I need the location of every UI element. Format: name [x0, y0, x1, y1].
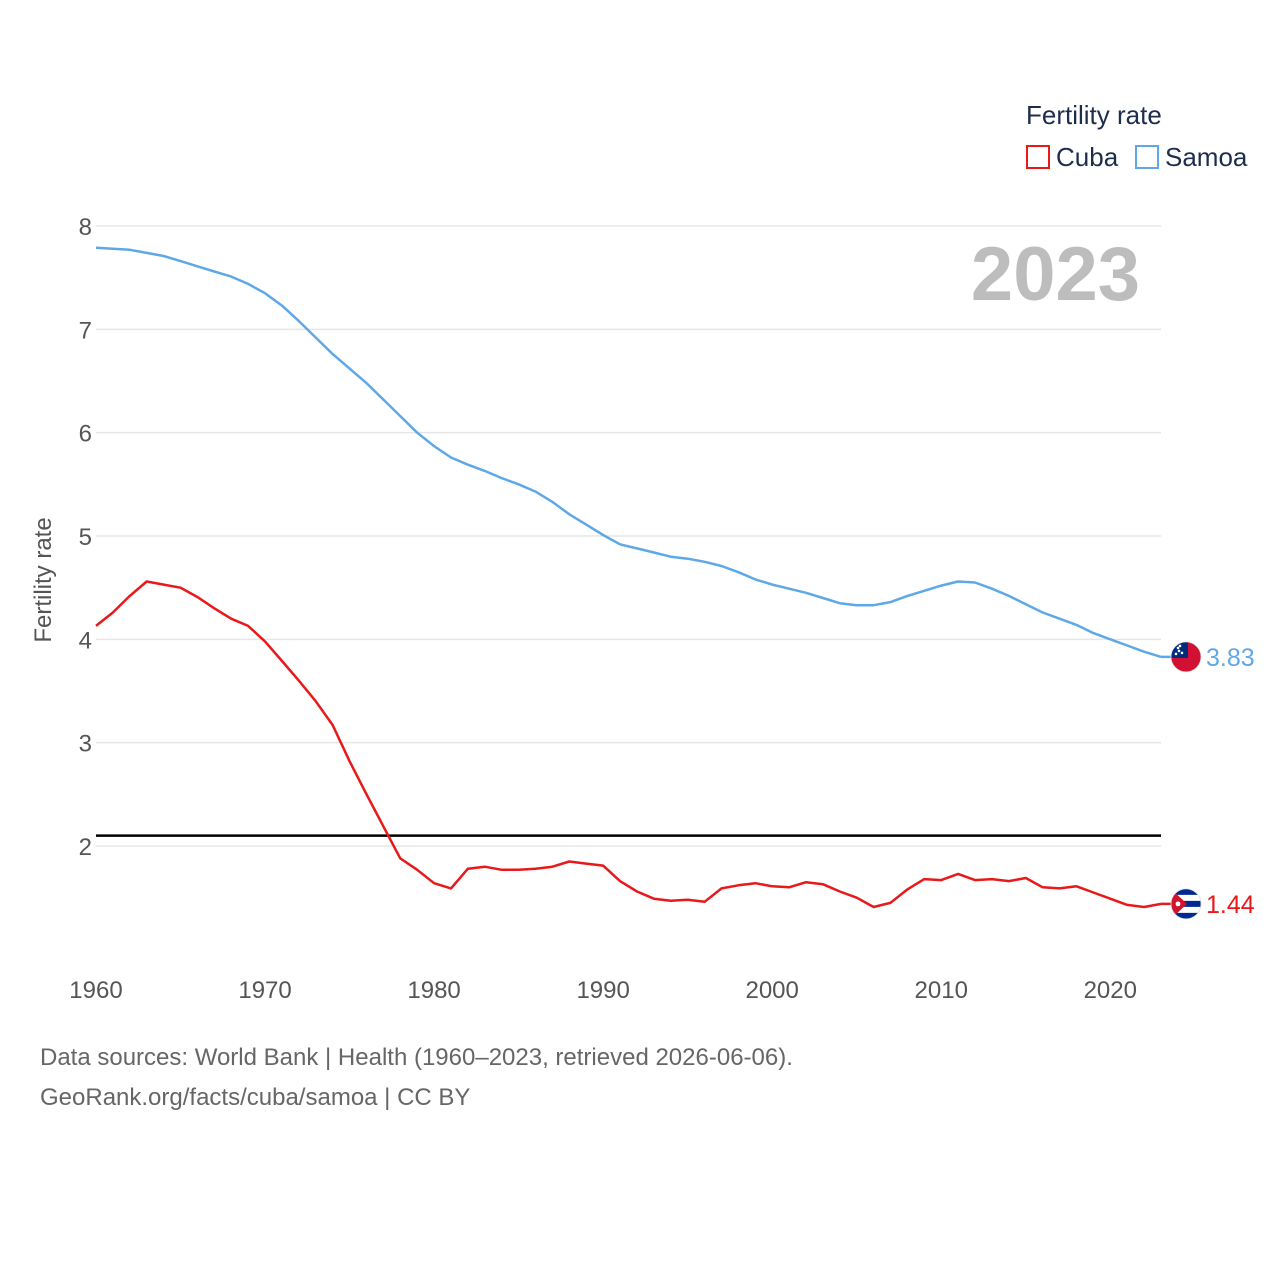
legend: Fertility rate Cuba Samoa: [1026, 100, 1248, 172]
x-tick-1990: 1990: [576, 977, 629, 1004]
x-tick-2000: 2000: [745, 977, 798, 1004]
footer-attribution: GeoRank.org/facts/cuba/samoa | CC BY: [40, 1084, 471, 1111]
x-tick-2020: 2020: [1084, 977, 1137, 1004]
end-markers: 1.44 3.83: [1170, 641, 1255, 920]
legend-item-samoa[interactable]: Samoa: [1135, 142, 1248, 172]
y-tick-6: 6: [79, 421, 92, 448]
series-line-samoa: [95, 246, 1162, 659]
x-tick-1970: 1970: [238, 977, 291, 1004]
x-tick-2010: 2010: [915, 977, 968, 1004]
y-tick-5: 5: [79, 524, 92, 551]
end-label-cuba: 1.44: [1206, 891, 1255, 919]
y-tick-7: 7: [79, 317, 92, 344]
gridlines: [96, 225, 1161, 847]
footer-sources: Data sources: World Bank | Health (1960–…: [40, 1044, 793, 1071]
legend-label-cuba: Cuba: [1056, 142, 1119, 172]
legend-swatch-cuba: [1026, 145, 1050, 169]
year-label: 2023: [971, 232, 1140, 317]
x-tick-1980: 1980: [407, 977, 460, 1004]
legend-label-samoa: Samoa: [1165, 142, 1248, 172]
y-tick-4: 4: [79, 627, 92, 654]
y-tick-8: 8: [79, 214, 92, 241]
x-tick-1960: 1960: [69, 977, 122, 1004]
y-tick-3: 3: [79, 731, 92, 758]
y-axis-title: Fertility rate: [30, 517, 57, 642]
legend-title: Fertility rate: [1026, 100, 1162, 130]
y-axis-ticks: 2 3 4 5 6 7 8: [79, 214, 92, 861]
legend-item-cuba[interactable]: Cuba: [1026, 142, 1119, 172]
legend-swatch-samoa: [1135, 145, 1159, 169]
x-axis-ticks: 1960 1970 1980 1990 2000 2010 2020: [69, 977, 1137, 1004]
flag-cuba-icon: [1170, 888, 1202, 920]
series-lines: [95, 246, 1171, 909]
y-tick-2: 2: [79, 834, 92, 861]
series-line-cuba: [95, 580, 1162, 909]
end-label-samoa: 3.83: [1206, 644, 1255, 672]
flag-samoa-icon: [1170, 641, 1202, 673]
